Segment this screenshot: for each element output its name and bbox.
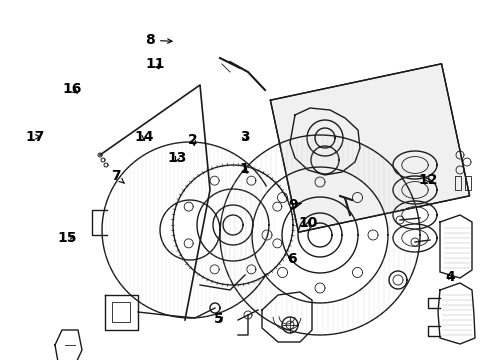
Text: 11: 11 xyxy=(145,57,165,71)
Text: 1: 1 xyxy=(239,162,249,176)
Polygon shape xyxy=(270,64,468,232)
Text: 5: 5 xyxy=(214,312,224,325)
Text: 7: 7 xyxy=(111,170,124,183)
Text: 17: 17 xyxy=(25,130,45,144)
Text: 14: 14 xyxy=(134,130,154,144)
Text: 13: 13 xyxy=(167,152,186,165)
Text: 6: 6 xyxy=(286,252,296,266)
Bar xyxy=(454,176,460,190)
Bar xyxy=(464,176,470,190)
Text: 2: 2 xyxy=(188,134,198,147)
Text: 8: 8 xyxy=(145,33,172,47)
Text: 15: 15 xyxy=(58,231,77,244)
Text: 3: 3 xyxy=(239,130,249,144)
Text: 9: 9 xyxy=(288,198,301,212)
Text: 12: 12 xyxy=(417,173,437,187)
Text: 4: 4 xyxy=(444,270,454,284)
Text: 10: 10 xyxy=(298,216,317,230)
Bar xyxy=(112,302,130,322)
Text: 16: 16 xyxy=(62,82,82,96)
